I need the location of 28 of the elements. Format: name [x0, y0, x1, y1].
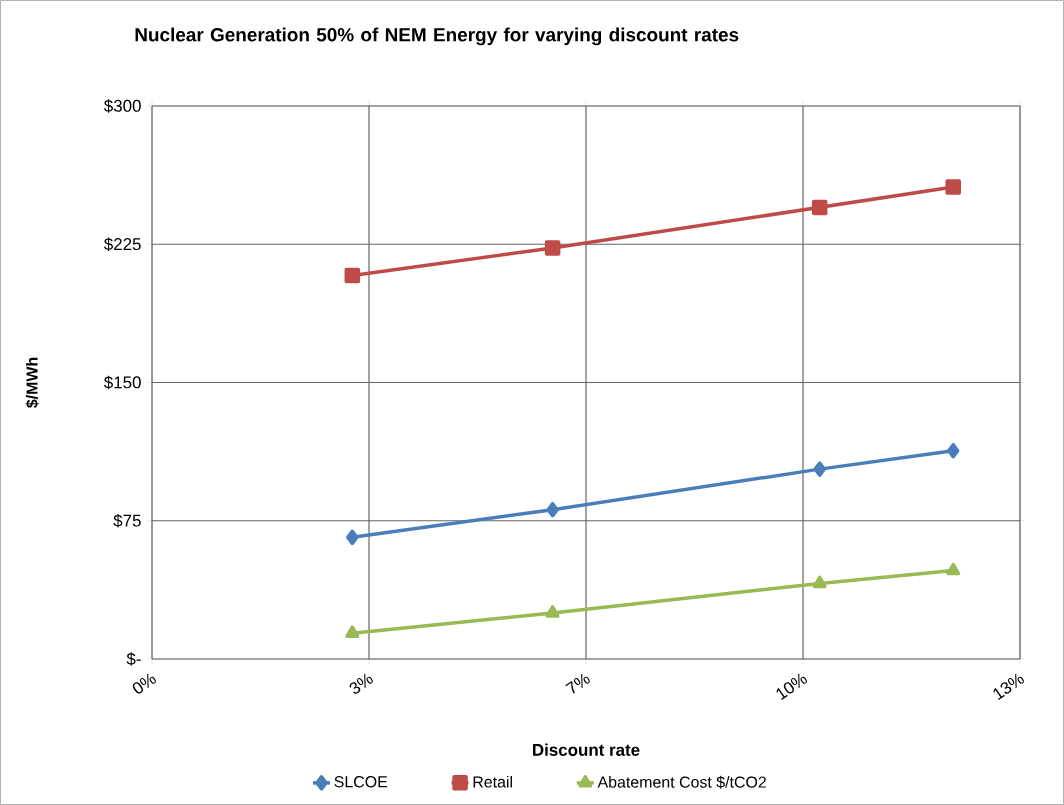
x-axis-title: Discount rate	[533, 743, 640, 756]
y-tick-label: $-	[126, 652, 141, 666]
y-axis-title: $/MWh	[25, 357, 39, 408]
point	[946, 442, 960, 459]
legend-label: Abatement Cost $/tCO2	[597, 775, 766, 789]
legend-label: Retail	[473, 775, 512, 788]
point	[946, 562, 961, 576]
x-tick-label: 3%	[349, 673, 373, 694]
point	[346, 529, 359, 546]
point	[345, 625, 360, 638]
y-tick-label: $150	[104, 375, 141, 390]
x-tick-label: 7%	[565, 673, 590, 694]
legend-label: SLCOE	[334, 776, 388, 788]
chart-title: Nuclear Generation 50% of NEM Energy for varying discount rates	[135, 27, 739, 46]
x-tick-label: 13%	[993, 673, 1024, 701]
point	[811, 199, 828, 216]
point	[546, 501, 559, 518]
y-tick-label: $75	[113, 513, 141, 528]
point	[344, 267, 361, 284]
y-tick-label: $225	[104, 237, 141, 252]
point	[945, 179, 961, 195]
point	[813, 461, 826, 477]
point	[545, 605, 560, 618]
point	[544, 240, 561, 256]
x-tick-label: 10%	[776, 673, 807, 701]
point	[812, 575, 827, 589]
y-tick-label: $300	[104, 99, 141, 113]
x-tick-label: 0%	[132, 673, 156, 694]
